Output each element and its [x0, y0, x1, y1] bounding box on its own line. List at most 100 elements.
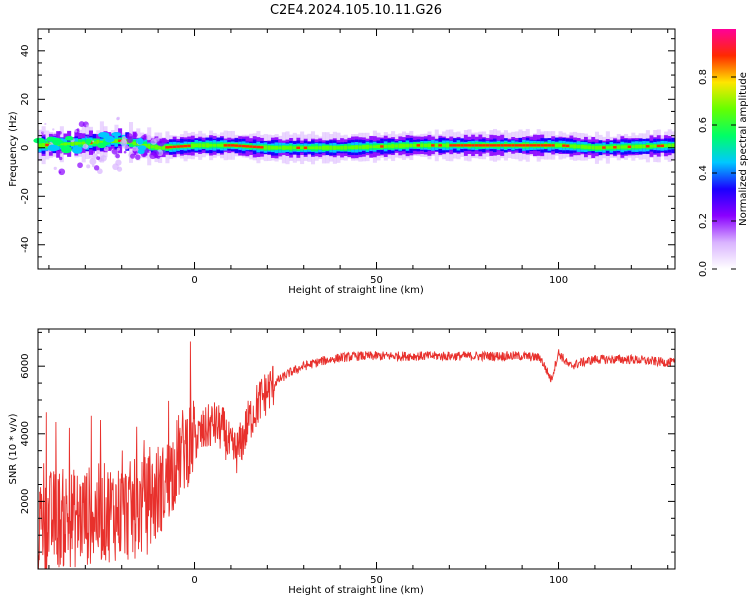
spectrogram-cell: [96, 156, 101, 161]
colorbar-tick-label: 0.4: [698, 165, 709, 181]
spectrogram-cell: [260, 146, 265, 149]
spectrogram-cell: [58, 168, 66, 176]
snr-xlabel: Height of straight line (km): [288, 585, 424, 596]
spectrogram-cell: [434, 143, 439, 148]
spectrogram-cell: [281, 145, 286, 150]
spectrogram-cell: [190, 143, 195, 148]
spectrogram-cell: [227, 144, 232, 147]
spectrogram-cell: [343, 145, 348, 150]
spectrogram-cell: [329, 145, 334, 150]
spectrogram-cell: [562, 144, 567, 147]
spectrogram-xlabel: Height of straight line (km): [288, 285, 424, 296]
spectrogram-cell: [365, 145, 370, 149]
spectrogram-cell: [44, 122, 47, 125]
colorbar-tick-label: 0.2: [698, 213, 709, 229]
spectrogram-cell: [602, 146, 607, 149]
spectrogram-cell: [372, 145, 377, 149]
spectrogram-cell: [471, 144, 476, 147]
spectrogram-cell: [187, 144, 192, 148]
spectrogram-cell: [325, 145, 330, 150]
spectrogram-cell: [321, 145, 326, 150]
spectrogram-ticks: 0 50 100 -40 -20 0 20 40: [20, 29, 675, 286]
spectrogram-cell: [631, 145, 636, 149]
spectrogram-cell: [52, 128, 55, 131]
spectrogram-cell: [667, 144, 672, 147]
spectrogram-cell: [145, 134, 152, 141]
spectrogram-cell: [416, 144, 421, 147]
snr-series-line: [37, 341, 676, 570]
spectrogram-cell: [318, 146, 323, 150]
spectrogram-cell: [554, 143, 559, 148]
spectrogram-cell: [74, 129, 78, 133]
spectrogram-cell: [172, 145, 177, 149]
spectrogram-panel: 0 50 100 -40 -20 0 20 40 Height of straight lin…: [8, 28, 676, 296]
spectrogram-cell: [340, 146, 345, 150]
spectrogram-cell: [161, 138, 168, 144]
spectrogram-cell: [591, 145, 596, 150]
spectrogram-cell: [85, 138, 92, 145]
spectrogram-cell: [59, 143, 64, 146]
spectrogram-cell: [234, 144, 239, 147]
spectrogram-cell: [132, 132, 138, 138]
spectrogram-cell: [605, 146, 610, 149]
snr-y-tick-label: 2000: [20, 489, 31, 514]
spectrogram-y-tick-label: 0: [20, 145, 31, 151]
spectrogram-cell: [176, 145, 181, 148]
spectrogram-cell: [445, 143, 450, 148]
spectrogram-cell: [449, 144, 454, 147]
spectrogram-cell: [442, 144, 447, 147]
spectrogram-cell: [529, 144, 534, 147]
spectrogram-cell: [241, 144, 246, 148]
spectrogram-cell: [45, 143, 50, 147]
spectrogram-cell: [671, 143, 676, 148]
spectrogram-cell: [60, 145, 72, 154]
spectrogram-cell: [347, 146, 352, 149]
spectrogram-cell: [201, 143, 206, 148]
spectrogram-cell: [103, 146, 109, 152]
spectrogram-cell: [525, 144, 530, 147]
spectrogram-cell: [584, 145, 589, 149]
spectrogram-cell: [314, 146, 319, 150]
spectrogram-cell: [300, 146, 305, 150]
spectrogram-cell: [33, 137, 46, 144]
spectrogram-cell: [148, 150, 152, 154]
spectrogram-cell: [91, 150, 96, 154]
spectrogram-cell: [158, 145, 163, 150]
spectrogram-cell: [205, 143, 210, 148]
spectrogram-cell: [332, 145, 337, 150]
spectrogram-cell: [507, 144, 512, 147]
spectrogram-cell: [64, 135, 74, 141]
spectrogram-cell: [274, 146, 279, 150]
spectrogram-cell: [536, 144, 541, 147]
spectrogram-cell: [99, 140, 104, 144]
spectrogram-cell: [660, 144, 665, 148]
snr-ticks: 0 50 100 2000 4000 6000: [20, 329, 675, 586]
spectrogram-cell: [82, 143, 89, 150]
spectrogram-cell: [126, 133, 133, 140]
spectrogram-cell: [391, 144, 396, 149]
spectrogram-cell: [576, 145, 581, 149]
spectrogram-cell: [361, 145, 366, 149]
spectrogram-cell: [91, 164, 95, 168]
spectrogram-cell: [137, 149, 145, 154]
spectrogram-cell: [394, 144, 399, 148]
spectrogram-cell: [460, 144, 465, 147]
spectrogram-cell: [118, 139, 123, 142]
spectrogram-cell: [263, 145, 268, 150]
snr-ylabel: SNR (10 * v/v): [8, 413, 19, 484]
spectrogram-cell: [296, 146, 301, 149]
spectrogram-cell: [58, 156, 63, 161]
spectrogram-cell: [209, 143, 214, 147]
spectrogram-cell: [573, 144, 578, 149]
spectrogram-cell: [405, 143, 410, 148]
colorbar-tick-label: 0.8: [698, 69, 709, 85]
spectrogram-cell: [134, 154, 141, 160]
spectrogram-cell: [169, 145, 174, 149]
spectrogram-cell: [81, 141, 86, 145]
spectrogram-cell: [412, 143, 417, 147]
colorbar-ticks: 0.0 0.2 0.4 0.6 0.8: [698, 69, 736, 277]
colorbar-tick-label: 0.0: [698, 261, 709, 277]
spectrogram-cell: [278, 146, 283, 150]
spectrogram-cell: [653, 144, 658, 148]
